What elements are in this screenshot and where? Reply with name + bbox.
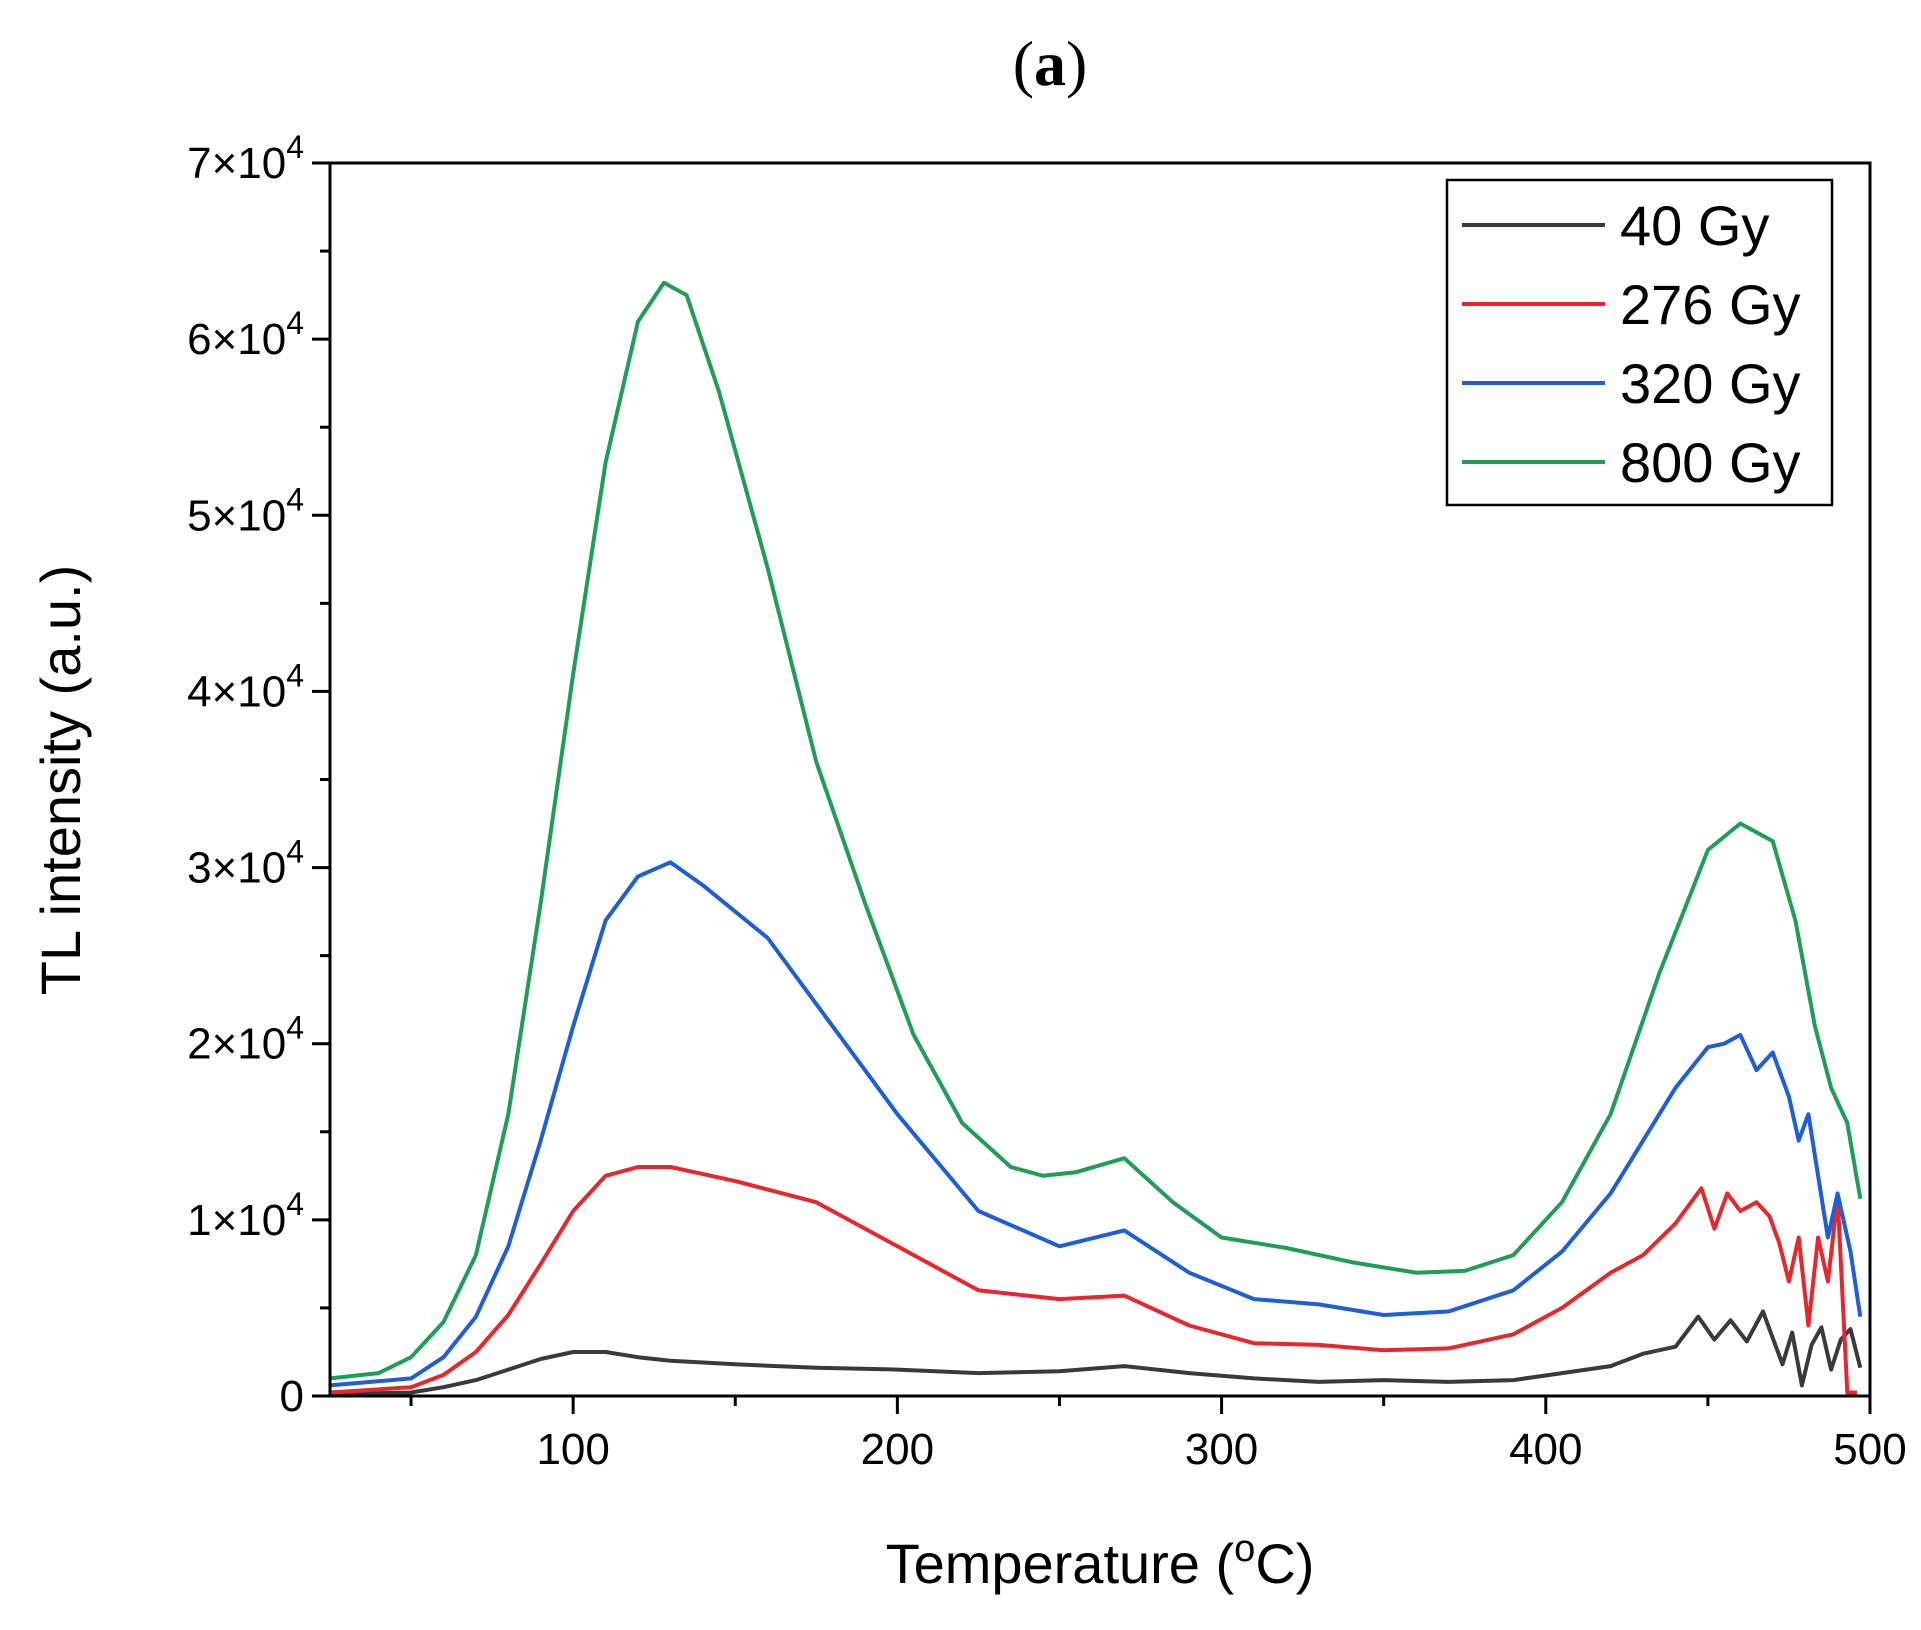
y-tick-label: 2×104 [187, 1010, 304, 1069]
x-tick-label: 300 [1185, 1425, 1258, 1474]
series-line-320-gy [329, 860, 1863, 1388]
legend: 40 Gy 276 Gy 320 Gy 800 Gy [1445, 178, 1834, 507]
x-axis-ticks: 100 200 300 400 500 [409, 1396, 1907, 1474]
x-tick-label: 200 [861, 1425, 934, 1474]
x-tick-label: 100 [536, 1425, 609, 1474]
x-axis-title: Temperature (oC) [886, 1528, 1315, 1595]
y-tick-label: 6×104 [187, 305, 304, 364]
y-axis-ticks: 0 1×104 2×104 3×104 4×104 5×104 6×104 7×104 [187, 129, 330, 1421]
y-tick-label: 0 [280, 1372, 304, 1421]
legend-label: 800 Gy [1620, 431, 1801, 494]
y-tick-label: 4×104 [187, 657, 304, 716]
series-line-276-gy [329, 1165, 1857, 1395]
legend-label: 40 Gy [1620, 194, 1769, 257]
series-lines [329, 280, 1863, 1397]
plot-frame [328, 161, 1872, 1398]
legend-box [1445, 178, 1834, 507]
y-axis-title: TL intensity (a.u.) [29, 565, 92, 996]
x-axis-title-degree: o [1234, 1528, 1255, 1570]
panel-label: (a) [1013, 28, 1088, 99]
series-line-40-gy [329, 1309, 1863, 1397]
y-tick-label: 1×104 [187, 1186, 304, 1245]
x-tick-label: 500 [1833, 1425, 1906, 1474]
x-tick-label: 400 [1509, 1425, 1582, 1474]
x-axis-title-unit: C [1255, 1532, 1295, 1595]
y-tick-label: 5×104 [187, 481, 304, 540]
series-line-800-gy [329, 280, 1863, 1381]
legend-label: 320 Gy [1620, 352, 1801, 415]
y-tick-label: 3×104 [187, 834, 304, 893]
legend-label: 276 Gy [1620, 273, 1801, 336]
y-tick-label: 7×104 [187, 129, 304, 188]
x-axis-title-main: Temperature [886, 1532, 1200, 1595]
